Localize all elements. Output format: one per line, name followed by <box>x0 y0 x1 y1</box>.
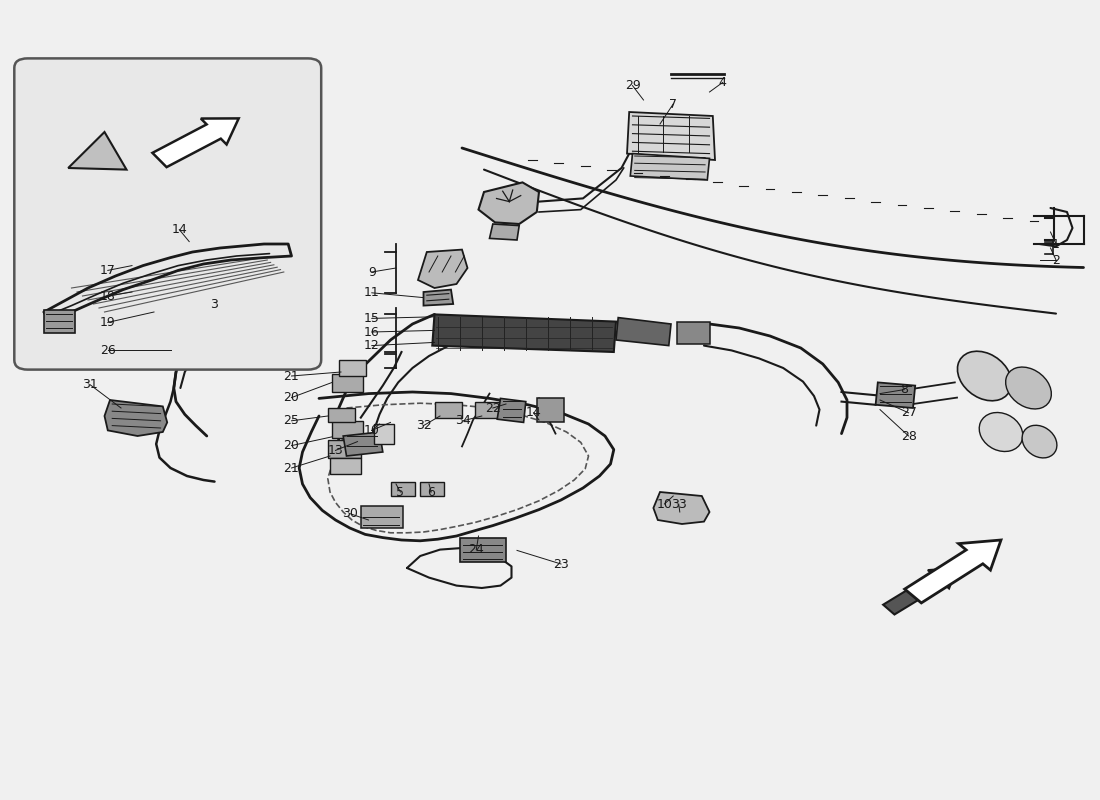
Bar <box>676 322 710 344</box>
Bar <box>460 538 506 562</box>
Bar <box>328 408 355 422</box>
Polygon shape <box>627 112 715 160</box>
Bar <box>390 482 415 496</box>
Text: 30: 30 <box>342 507 358 520</box>
Ellipse shape <box>1005 367 1052 409</box>
Text: 27: 27 <box>901 406 916 419</box>
Text: 12: 12 <box>364 339 380 352</box>
Text: 4: 4 <box>718 76 727 89</box>
Text: 17: 17 <box>100 264 116 277</box>
Polygon shape <box>68 132 126 170</box>
Text: 8: 8 <box>900 383 909 396</box>
Bar <box>130 250 172 274</box>
Text: 6: 6 <box>427 486 436 498</box>
FancyArrow shape <box>153 118 239 167</box>
Text: 7: 7 <box>669 98 678 110</box>
Text: 34: 34 <box>455 414 471 427</box>
Bar <box>328 440 361 458</box>
Text: 33: 33 <box>671 498 686 510</box>
Text: 20: 20 <box>284 439 299 452</box>
Polygon shape <box>418 250 468 288</box>
FancyBboxPatch shape <box>14 58 321 370</box>
Text: 13: 13 <box>328 444 343 457</box>
Text: 9: 9 <box>367 266 376 278</box>
Ellipse shape <box>979 413 1023 451</box>
Bar <box>44 310 75 333</box>
Polygon shape <box>490 224 519 240</box>
Polygon shape <box>630 154 710 180</box>
Text: 20: 20 <box>284 391 299 404</box>
Polygon shape <box>497 398 526 422</box>
Polygon shape <box>653 492 710 524</box>
Text: 5: 5 <box>396 486 405 498</box>
Text: 25: 25 <box>284 414 299 427</box>
Polygon shape <box>616 318 671 346</box>
Polygon shape <box>478 182 539 224</box>
Bar <box>658 496 678 516</box>
Text: 15: 15 <box>364 312 380 325</box>
Text: 32: 32 <box>416 419 431 432</box>
Text: 21: 21 <box>284 370 299 382</box>
Text: 24: 24 <box>469 543 484 556</box>
Text: 10: 10 <box>657 498 672 510</box>
Bar <box>420 482 444 496</box>
Text: 14: 14 <box>172 223 187 236</box>
Text: 21: 21 <box>284 462 299 474</box>
Polygon shape <box>104 400 167 436</box>
Text: 10: 10 <box>364 424 380 437</box>
Bar <box>434 402 462 418</box>
Ellipse shape <box>957 351 1012 401</box>
Text: 3: 3 <box>210 298 219 310</box>
Bar <box>332 421 363 438</box>
Text: 23: 23 <box>553 558 569 570</box>
Text: 28: 28 <box>901 430 916 442</box>
Text: 18: 18 <box>100 290 116 302</box>
Bar <box>361 506 403 528</box>
Text: 29: 29 <box>625 79 640 92</box>
Text: 1: 1 <box>1052 238 1060 250</box>
Text: 19: 19 <box>100 316 116 329</box>
Text: 26: 26 <box>100 344 116 357</box>
Bar <box>374 424 394 444</box>
Polygon shape <box>424 290 453 306</box>
Bar <box>332 374 363 392</box>
Text: 11: 11 <box>364 286 380 299</box>
FancyArrow shape <box>883 568 957 614</box>
Polygon shape <box>876 382 915 408</box>
Text: 2: 2 <box>1052 254 1060 266</box>
Bar <box>339 360 366 376</box>
Bar <box>537 398 564 422</box>
Polygon shape <box>432 314 616 352</box>
Bar <box>330 458 361 474</box>
Bar <box>475 402 499 418</box>
Text: 14: 14 <box>526 406 541 419</box>
Text: 22: 22 <box>485 402 501 414</box>
FancyArrow shape <box>904 540 1001 603</box>
Polygon shape <box>343 432 383 456</box>
Text: 31: 31 <box>82 378 98 391</box>
Ellipse shape <box>1022 426 1057 458</box>
Text: 16: 16 <box>364 326 380 338</box>
